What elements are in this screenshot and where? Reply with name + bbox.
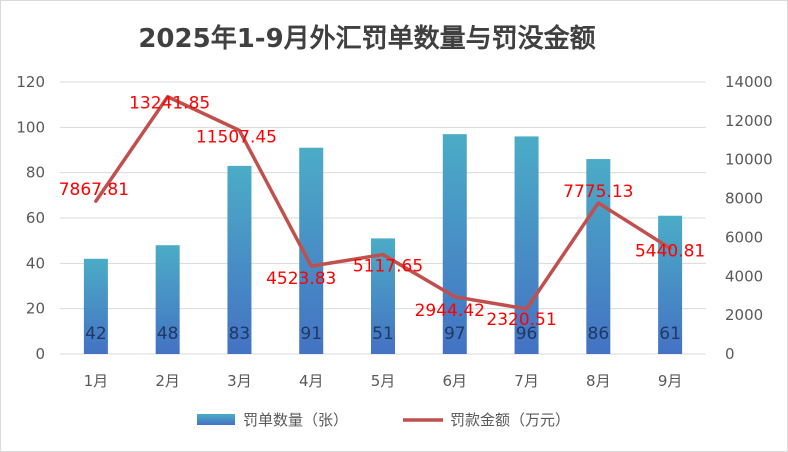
bar-data-label: 83 <box>229 324 251 344</box>
right-axis: 0 2000 4000 6000 8000 10000 12000 14000 <box>725 73 773 363</box>
line-point <box>453 295 457 299</box>
left-axis-tick-label: 120 <box>16 73 45 91</box>
line-data-label: 13241.85 <box>129 94 210 114</box>
left-axis: 0 20 40 60 80 100 120 <box>16 73 45 363</box>
line-data-label: 5440.81 <box>635 241 705 261</box>
line-data-label: 2944.42 <box>415 301 485 321</box>
legend-label: 罚款金额（万元） <box>450 411 570 429</box>
line-data-label: 5117.65 <box>353 257 423 277</box>
bar <box>586 159 611 354</box>
left-axis-tick-label: 100 <box>16 118 45 136</box>
line-point <box>525 307 529 311</box>
bar <box>514 136 539 354</box>
bar-data-label: 91 <box>300 324 322 344</box>
bar-data-label: 51 <box>372 324 394 344</box>
line-point <box>166 95 170 99</box>
left-axis-tick-label: 20 <box>26 300 45 318</box>
bar <box>442 134 467 354</box>
bar-data-label: 86 <box>588 324 610 344</box>
line-series <box>94 94 672 311</box>
category-axis: 1月 2月 3月 4月 5月 6月 7月 8月 9月 <box>84 372 683 390</box>
right-axis-tick-label: 4000 <box>725 267 763 285</box>
line-point <box>596 201 600 205</box>
category-tick-label: 5月 <box>371 372 396 390</box>
line-data-label: 2320.51 <box>486 310 556 330</box>
line-data-label: 11507.45 <box>196 127 277 147</box>
bar <box>83 258 108 354</box>
right-axis-tick-label: 12000 <box>725 112 773 130</box>
left-axis-tick-label: 80 <box>26 164 45 182</box>
right-axis-tick-label: 10000 <box>725 151 773 169</box>
legend-label: 罚单数量（张） <box>243 411 348 429</box>
line-point <box>94 199 98 203</box>
category-tick-label: 7月 <box>514 372 539 390</box>
bar-data-labels: 42 48 83 91 51 97 96 86 61 <box>85 324 681 344</box>
line-data-label: 4523.83 <box>266 269 336 289</box>
line-point <box>237 128 241 132</box>
legend-item-bars: 罚单数量（张） <box>197 411 348 429</box>
line-data-labels: 7867.81 13241.85 11507.45 4523.83 5117.65 294… <box>59 94 706 330</box>
legend: 罚单数量（张） 罚款金额（万元） <box>197 411 570 429</box>
right-axis-tick-label: 2000 <box>725 306 763 324</box>
category-tick-label: 8月 <box>586 372 611 390</box>
bar-data-label: 61 <box>659 324 681 344</box>
left-axis-tick-label: 40 <box>26 254 45 272</box>
right-axis-tick-label: 0 <box>725 345 735 363</box>
right-axis-tick-label: 6000 <box>725 228 763 246</box>
bar <box>658 215 683 354</box>
left-axis-tick-label: 60 <box>26 209 45 227</box>
legend-item-line: 罚款金额（万元） <box>403 411 570 429</box>
legend-swatch-bar <box>197 414 235 425</box>
right-axis-tick-label: 14000 <box>725 73 773 91</box>
bar-data-label: 42 <box>85 324 107 344</box>
line-point <box>668 246 672 250</box>
line-data-label: 7775.13 <box>563 182 633 202</box>
line-point <box>309 264 313 268</box>
right-axis-tick-label: 8000 <box>725 190 763 208</box>
bar <box>155 245 180 354</box>
bar-data-label: 97 <box>444 324 466 344</box>
bar-data-label: 96 <box>516 324 538 344</box>
chart-title: 2025年1-9月外汇罚单数量与罚没金额 <box>138 23 595 54</box>
left-axis-tick-label: 0 <box>35 345 45 363</box>
category-tick-label: 9月 <box>658 372 683 390</box>
category-tick-label: 1月 <box>84 372 109 390</box>
line-data-label: 7867.81 <box>59 180 129 200</box>
line-point <box>381 253 385 257</box>
bar <box>227 165 252 354</box>
category-tick-label: 4月 <box>299 372 324 390</box>
category-tick-label: 6月 <box>443 372 468 390</box>
category-tick-label: 3月 <box>227 372 252 390</box>
bar-data-label: 48 <box>157 324 179 344</box>
category-tick-label: 2月 <box>155 372 180 390</box>
bar-series <box>83 134 683 354</box>
